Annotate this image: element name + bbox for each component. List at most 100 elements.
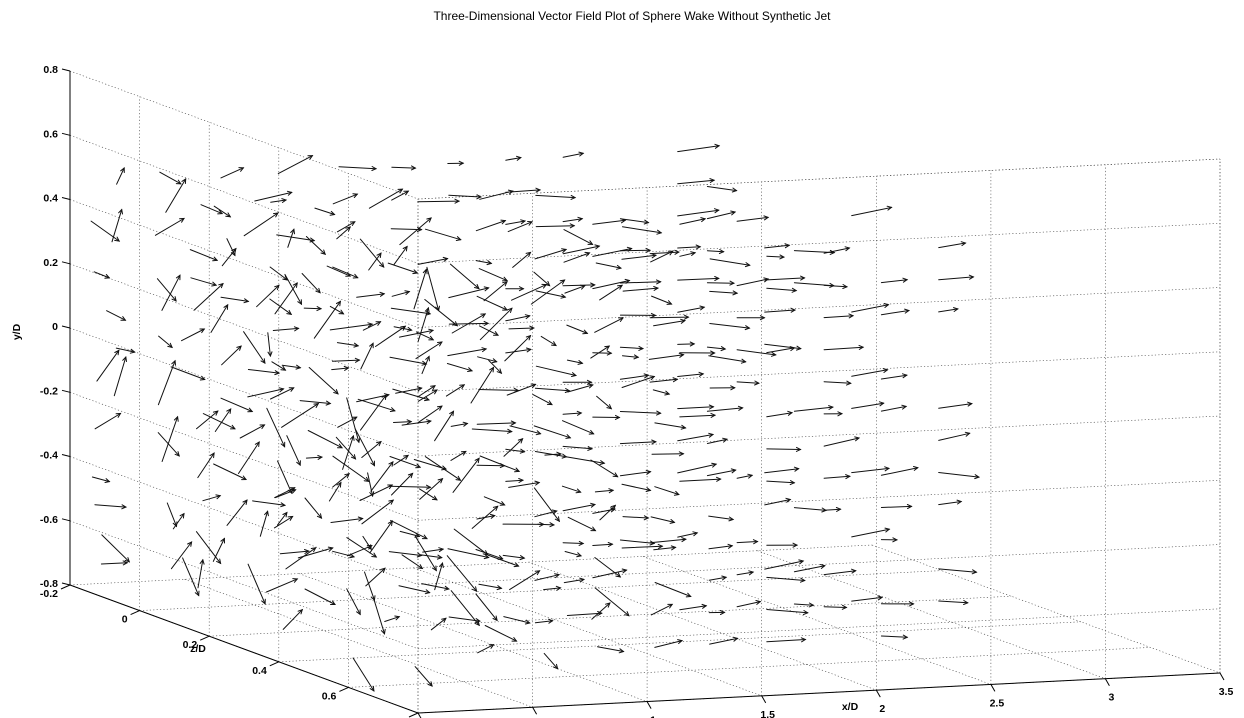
vector-arrow [154, 218, 185, 236]
vector-arrow-head [578, 151, 585, 157]
vector-arrow-head [376, 440, 382, 447]
vector-arrow-head [690, 251, 697, 256]
vector-arrow-head [388, 461, 394, 467]
vector-arrow-head [371, 166, 378, 171]
vector-arrow [159, 171, 182, 185]
vector-arrow [566, 612, 603, 616]
vector-arrow-head [728, 516, 735, 522]
vector-arrow-head [337, 443, 344, 449]
vector-arrow [90, 220, 120, 242]
vector-arrow [448, 194, 482, 198]
vector-arrow [354, 428, 375, 467]
vector-arrow-head [104, 478, 111, 483]
vector-arrow [535, 290, 566, 298]
vector-arrow [543, 652, 559, 670]
vector-arrow-head [674, 249, 680, 255]
z-axis-line [69, 584, 419, 714]
grid-line [417, 351, 1221, 393]
vector-arrow [649, 538, 687, 544]
vector-arrow-head [748, 570, 755, 576]
vector-arrow [365, 567, 386, 587]
vector-arrow [360, 342, 374, 370]
vector-arrow [709, 290, 738, 294]
vector-arrow [254, 191, 293, 202]
y-tick-label: -0.6 [40, 514, 58, 526]
vector-arrow [398, 585, 431, 594]
vector-arrow-head [220, 537, 225, 544]
vector-arrow [352, 657, 375, 692]
vector-arrow [330, 518, 364, 523]
vector-arrow-head [614, 414, 621, 420]
grid-line [139, 570, 942, 611]
vector-arrow-head [714, 208, 720, 214]
vector-arrow [505, 348, 532, 354]
vector-arrow-head [913, 466, 919, 471]
vector-arrow-head [722, 437, 729, 443]
vector-arrow-head [793, 466, 800, 472]
vector-arrow [505, 220, 526, 225]
vector-arrow [621, 483, 651, 491]
x-axis-label: x/D [842, 701, 859, 713]
vector-arrow [766, 412, 793, 418]
vector-arrow-head [458, 160, 465, 166]
vector-arrow-head [854, 436, 861, 442]
vector-arrow [401, 554, 423, 569]
vector-arrow-head [883, 303, 890, 308]
y-tick-label: 0.8 [43, 64, 58, 76]
vector-arrow-head [325, 400, 332, 406]
vector-arrow-head [267, 351, 273, 358]
vector-arrow [851, 528, 890, 538]
vector-arrow [277, 512, 288, 526]
vector-arrow [362, 321, 381, 331]
vector-arrow [475, 260, 492, 264]
vector-arrow [766, 347, 795, 354]
vector-arrow-head [699, 305, 706, 311]
vector-arrow [706, 346, 726, 350]
vector-arrow-head [835, 507, 842, 512]
vector-arrow [566, 324, 588, 334]
vector-arrow [544, 453, 562, 456]
vector-arrow-head [689, 341, 696, 347]
z-tick-mark [339, 686, 349, 692]
vector-arrow-head [710, 350, 716, 356]
vector-arrow [476, 295, 508, 311]
vector-arrow [938, 568, 977, 573]
vector-arrow [452, 457, 480, 493]
vector-arrow [599, 504, 616, 521]
vector-arrow-head [901, 404, 908, 410]
vector-arrow-head [387, 520, 393, 527]
grid-line [298, 573, 648, 702]
vector-arrow-head [612, 472, 619, 478]
vector-arrow-head [678, 352, 685, 358]
vector-arrow-head [507, 307, 513, 313]
vector-arrow [336, 342, 359, 347]
vector-arrow-head [415, 463, 422, 469]
vector-arrow [534, 387, 570, 392]
vector-arrow-head [444, 585, 450, 591]
vector-arrow-head [618, 317, 624, 322]
vector-arrow [530, 279, 566, 305]
vector-arrow [420, 554, 443, 559]
vector-arrow [417, 405, 443, 424]
vector-arrow-head [616, 264, 623, 270]
vector-arrow [332, 193, 358, 205]
vector-arrow-head [349, 434, 355, 441]
vector-arrow-head [909, 601, 915, 607]
vector-arrow-head [963, 600, 969, 605]
vector-arrow [679, 605, 707, 611]
vector-arrow-head [710, 412, 717, 418]
vector-arrow-head [967, 401, 973, 407]
vector-arrow-head [287, 488, 293, 495]
grid-line [413, 567, 762, 697]
vector-arrow-head [437, 341, 443, 347]
vector-arrow-head [527, 221, 534, 226]
vector-arrow [766, 255, 785, 258]
vector-arrow [220, 296, 249, 302]
y-axis-label: y/D [11, 323, 23, 340]
grid-line [184, 579, 533, 708]
vector-arrow [766, 576, 806, 581]
vector-arrow-head [175, 179, 182, 185]
vector-arrow [621, 254, 657, 260]
vector-arrow-head [422, 268, 428, 275]
vector-arrow-head [800, 637, 807, 643]
